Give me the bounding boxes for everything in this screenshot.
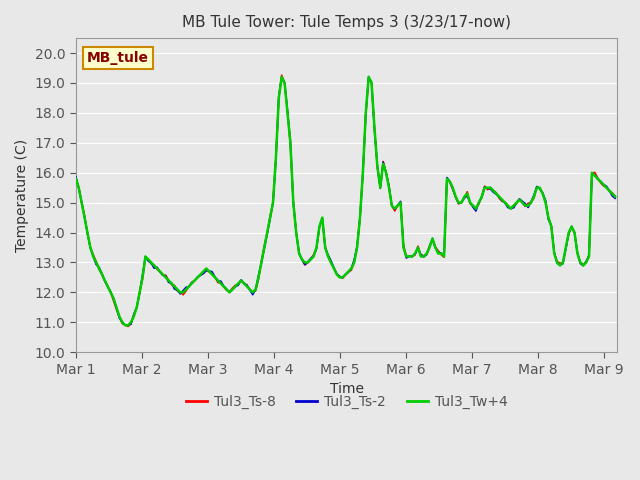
X-axis label: Time: Time [330, 382, 364, 396]
Title: MB Tule Tower: Tule Temps 3 (3/23/17-now): MB Tule Tower: Tule Temps 3 (3/23/17-now… [182, 15, 511, 30]
Text: MB_tule: MB_tule [86, 51, 148, 65]
Legend: Tul3_Ts-8, Tul3_Ts-2, Tul3_Tw+4: Tul3_Ts-8, Tul3_Ts-2, Tul3_Tw+4 [180, 389, 513, 414]
Y-axis label: Temperature (C): Temperature (C) [15, 139, 29, 252]
